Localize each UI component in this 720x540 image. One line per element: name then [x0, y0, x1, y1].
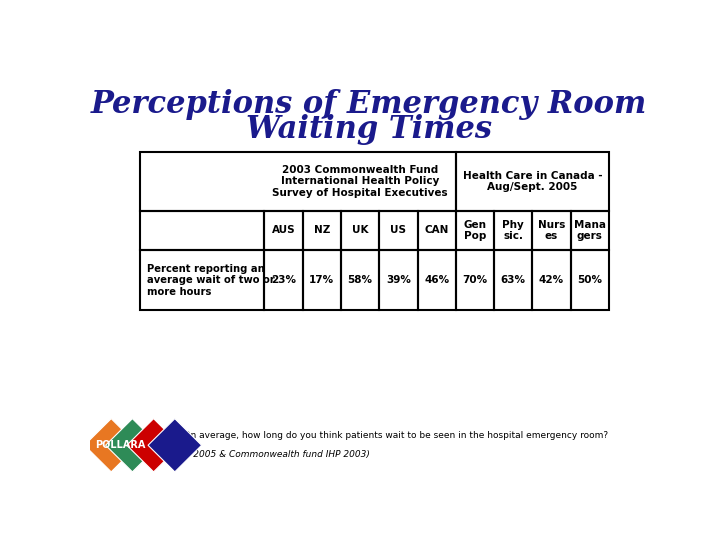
Text: POLLARA: POLLARA — [96, 440, 146, 450]
Bar — [494, 250, 532, 310]
Bar — [140, 152, 456, 211]
Bar — [140, 250, 264, 310]
Text: (HCIC 2005 & Commonwealth fund IHP 2003): (HCIC 2005 & Commonwealth fund IHP 2003) — [166, 450, 370, 459]
Text: 70%: 70% — [462, 275, 487, 285]
Bar — [571, 250, 609, 310]
Text: Percent reporting an
average wait of two or
more hours: Percent reporting an average wait of two… — [147, 264, 274, 296]
Bar — [379, 250, 418, 310]
Text: 50%: 50% — [577, 275, 603, 285]
Text: Phy
sic.: Phy sic. — [503, 220, 524, 241]
Polygon shape — [127, 418, 181, 472]
Bar — [379, 211, 418, 250]
Text: US: US — [390, 225, 406, 235]
Bar — [302, 250, 341, 310]
Bar — [456, 152, 609, 211]
Text: 46%: 46% — [424, 275, 449, 285]
Bar — [341, 211, 379, 250]
Bar — [418, 211, 456, 250]
Text: Health Care in Canada -
Aug/Sept. 2005: Health Care in Canada - Aug/Sept. 2005 — [462, 171, 602, 192]
Text: Mana
gers: Mana gers — [574, 220, 606, 241]
Text: AUS: AUS — [271, 225, 295, 235]
Bar — [302, 211, 341, 250]
Text: UK: UK — [352, 225, 369, 235]
Text: 58%: 58% — [348, 275, 373, 285]
Bar — [264, 211, 302, 250]
Text: Nurs
es: Nurs es — [538, 220, 565, 241]
Text: 63%: 63% — [500, 275, 526, 285]
Text: Gen
Pop: Gen Pop — [464, 220, 487, 241]
Bar — [456, 211, 494, 250]
Text: Q:   On average, how long do you think patients wait to be seen in the hospital : Q: On average, how long do you think pat… — [166, 431, 608, 441]
Text: CAN: CAN — [425, 225, 449, 235]
Bar — [418, 250, 456, 310]
Text: 23%: 23% — [271, 275, 296, 285]
Polygon shape — [148, 418, 202, 472]
Text: Waiting Times: Waiting Times — [246, 114, 492, 145]
Bar — [532, 250, 571, 310]
Bar — [571, 211, 609, 250]
Bar — [456, 250, 494, 310]
Text: NZ: NZ — [314, 225, 330, 235]
Text: 39%: 39% — [386, 275, 411, 285]
Polygon shape — [84, 418, 138, 472]
Bar — [494, 211, 532, 250]
Polygon shape — [106, 418, 159, 472]
Bar — [341, 250, 379, 310]
Text: 2003 Commonwealth Fund
International Health Policy
Survey of Hospital Executives: 2003 Commonwealth Fund International Hea… — [272, 165, 448, 198]
Text: Perceptions of Emergency Room: Perceptions of Emergency Room — [91, 89, 647, 120]
Bar — [140, 211, 264, 250]
Bar — [264, 250, 302, 310]
Text: 17%: 17% — [310, 275, 334, 285]
Bar — [532, 211, 571, 250]
Text: 42%: 42% — [539, 275, 564, 285]
